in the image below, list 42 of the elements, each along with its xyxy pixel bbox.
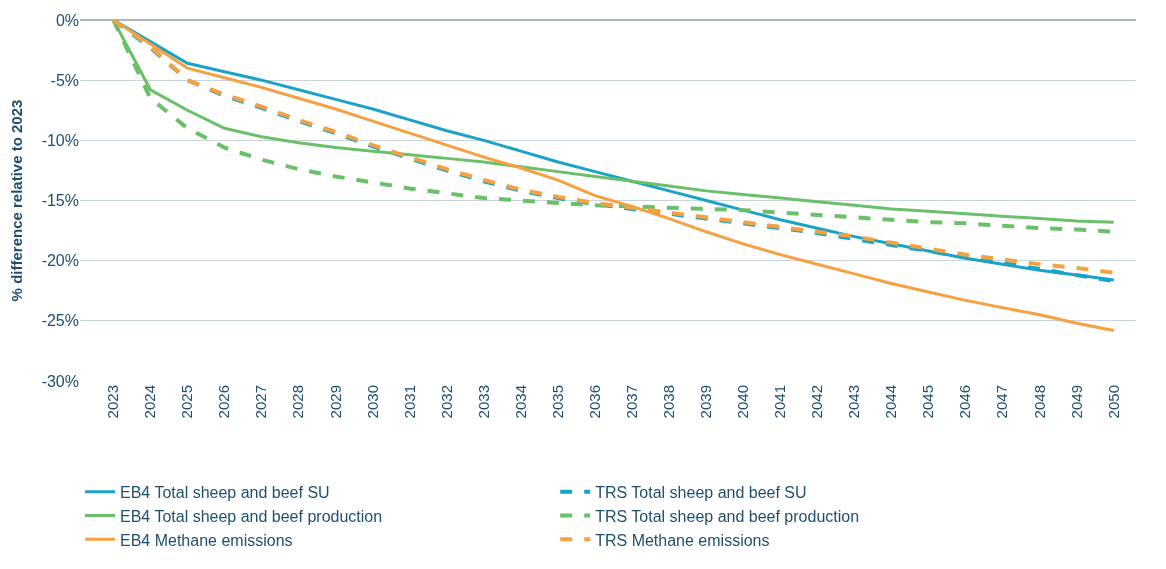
legend-label: TRS Total sheep and beef SU [595,484,807,501]
x-tick-label: 2042 [808,385,826,419]
x-tick-label: 2023 [104,385,122,419]
x-tick-label: 2044 [882,385,900,419]
x-tick-label: 2033 [474,385,492,419]
x-tick-label: 2027 [252,385,270,419]
y-tick-label: -25% [41,312,79,330]
x-tick-label: 2047 [993,385,1011,419]
x-tick-label: 2034 [511,385,529,419]
x-tick-label: 2036 [585,385,603,419]
x-tick-label: 2046 [956,385,974,419]
legend-label: EB4 Total sheep and beef production [120,507,383,525]
x-tick-label: 2050 [1104,385,1122,419]
x-tick-label: 2039 [697,385,715,419]
legend-label: TRS Methane emissions [595,531,770,549]
y-axis-title: % difference relative to 2023 [7,99,25,302]
y-tick-label: -30% [41,372,79,390]
x-tick-label: 2032 [437,385,455,419]
x-tick-label: 2026 [215,385,233,419]
x-tick-label: 2041 [771,385,789,419]
y-tick-label: 0% [55,11,79,29]
x-tick-label: 2031 [400,385,418,419]
x-tick-label: 2025 [178,385,196,419]
x-tick-label: 2043 [845,385,863,419]
x-tick-label: 2029 [326,385,344,419]
x-tick-label: 2028 [289,385,307,419]
y-tick-label: -10% [41,131,79,149]
legend-label: EB4 Methane emissions [120,531,293,549]
y-tick-label: -20% [41,252,79,270]
y-tick-label: -5% [50,71,79,89]
x-tick-label: 2037 [622,385,640,419]
x-tick-label: 2040 [734,385,752,419]
legend-label: TRS Total sheep and beef production [595,507,860,525]
x-tick-label: 2024 [141,385,159,419]
x-tick-label: 2048 [1030,385,1048,419]
x-tick-label: 2038 [660,385,678,419]
x-tick-label: 2045 [919,385,937,419]
y-tick-label: -15% [41,192,79,210]
x-tick-label: 2030 [363,385,381,419]
legend-label: EB4 Total sheep and beef SU [120,484,330,501]
x-tick-label: 2049 [1067,385,1085,419]
x-tick-label: 2035 [548,385,566,419]
